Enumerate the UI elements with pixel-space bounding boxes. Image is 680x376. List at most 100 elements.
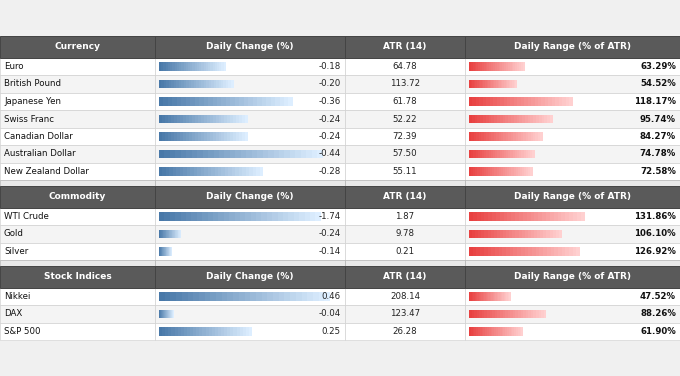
Bar — [176, 167, 180, 176]
Bar — [481, 80, 483, 88]
Bar — [469, 247, 473, 256]
Bar — [493, 97, 496, 106]
Bar — [493, 62, 495, 71]
Bar — [159, 230, 160, 238]
Bar — [491, 132, 494, 141]
Bar — [517, 327, 520, 336]
Bar — [214, 150, 219, 158]
Bar — [230, 150, 235, 158]
Bar — [484, 247, 488, 256]
Bar — [190, 167, 194, 176]
Bar — [205, 327, 209, 336]
Bar — [515, 62, 517, 71]
Bar — [155, 243, 345, 260]
Text: -0.14: -0.14 — [319, 247, 341, 256]
Bar — [208, 97, 213, 106]
Bar — [192, 62, 194, 71]
Bar — [526, 132, 528, 141]
Bar — [306, 150, 312, 158]
Bar — [0, 225, 155, 243]
Bar — [506, 132, 509, 141]
Bar — [493, 80, 494, 88]
Bar — [494, 327, 496, 336]
Bar — [503, 327, 505, 336]
Bar — [539, 247, 543, 256]
Bar — [184, 80, 186, 88]
Bar — [559, 97, 562, 106]
Bar — [521, 97, 524, 106]
Bar — [199, 97, 204, 106]
Bar — [538, 97, 541, 106]
Bar — [538, 132, 541, 141]
Bar — [277, 212, 283, 221]
Bar — [213, 212, 218, 221]
Bar — [478, 62, 480, 71]
Bar — [209, 80, 211, 88]
Text: Swiss Franc: Swiss Franc — [4, 115, 54, 123]
Bar — [523, 309, 526, 318]
Bar — [496, 327, 498, 336]
Bar — [509, 292, 511, 301]
Bar — [517, 150, 520, 158]
Bar — [266, 97, 271, 106]
Text: 208.14: 208.14 — [390, 292, 420, 301]
Text: Gold: Gold — [4, 229, 24, 238]
Bar — [177, 115, 180, 123]
Bar — [260, 167, 263, 176]
Bar — [170, 230, 171, 238]
Bar — [489, 150, 491, 158]
Bar — [187, 327, 190, 336]
Bar — [168, 97, 173, 106]
Bar — [505, 115, 508, 123]
Bar — [471, 167, 473, 176]
Bar — [169, 230, 170, 238]
Bar — [488, 230, 491, 238]
Bar — [206, 62, 208, 71]
Bar — [206, 80, 209, 88]
Bar — [506, 247, 510, 256]
Bar — [271, 97, 275, 106]
Bar — [267, 292, 273, 301]
Bar — [491, 230, 494, 238]
Bar — [497, 292, 498, 301]
Bar — [539, 309, 541, 318]
Bar — [569, 247, 573, 256]
Bar — [523, 62, 524, 71]
Bar — [155, 208, 345, 225]
Bar — [512, 230, 515, 238]
Bar — [193, 327, 197, 336]
Bar — [222, 62, 224, 71]
Bar — [222, 167, 225, 176]
Bar — [506, 150, 509, 158]
Bar — [305, 212, 310, 221]
Text: -0.36: -0.36 — [319, 97, 341, 106]
Bar — [155, 145, 345, 163]
Bar — [155, 93, 345, 110]
Bar — [155, 75, 345, 93]
Text: -0.24: -0.24 — [319, 132, 341, 141]
Bar — [231, 327, 233, 336]
Bar — [546, 212, 550, 221]
Bar — [556, 97, 559, 106]
Text: 52.22: 52.22 — [392, 115, 418, 123]
Bar — [208, 150, 214, 158]
Bar — [504, 212, 507, 221]
Bar — [245, 327, 249, 336]
Text: 131.86%: 131.86% — [634, 212, 676, 221]
Bar — [313, 292, 319, 301]
Bar — [481, 212, 484, 221]
Text: 0.46: 0.46 — [322, 292, 341, 301]
Bar — [527, 212, 530, 221]
Bar — [233, 132, 237, 141]
Bar — [506, 62, 508, 71]
Bar — [224, 132, 228, 141]
Bar — [486, 150, 489, 158]
Bar — [186, 115, 189, 123]
Bar — [0, 266, 155, 288]
Bar — [235, 212, 240, 221]
Bar — [573, 247, 577, 256]
Bar — [469, 80, 471, 88]
Bar — [233, 292, 239, 301]
Bar — [345, 305, 465, 323]
Bar — [345, 128, 465, 145]
